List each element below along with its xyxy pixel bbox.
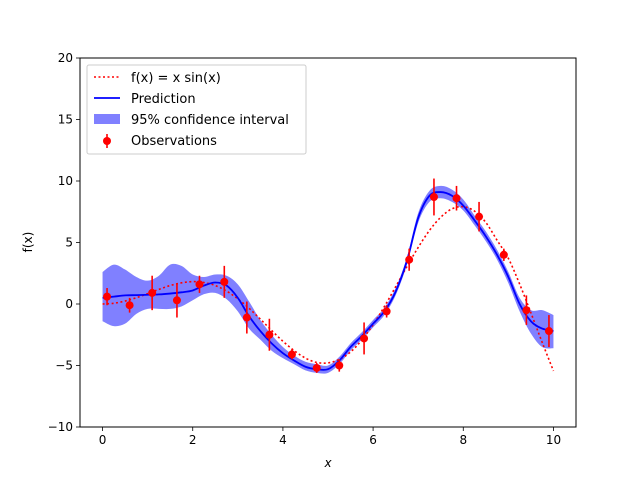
- observation-marker: [335, 361, 344, 370]
- y-tick-label: 20: [58, 51, 73, 65]
- legend-observations-marker: [103, 137, 111, 145]
- observation-point: [265, 318, 274, 351]
- y-tick-label: 5: [65, 236, 73, 250]
- observation-point: [452, 185, 461, 211]
- legend-confidence-label: 95% confidence interval: [131, 113, 289, 128]
- x-tick-label: 2: [189, 433, 197, 447]
- x-tick-label: 8: [459, 433, 467, 447]
- observation-point: [148, 275, 157, 311]
- observation-marker: [103, 292, 112, 301]
- observation-marker: [452, 194, 461, 203]
- observation-marker: [475, 212, 484, 221]
- legend-box: [86, 64, 307, 155]
- y-tick-label: −10: [48, 420, 73, 434]
- legend-confidence-swatch: [94, 114, 120, 124]
- x-tick-label: 10: [546, 433, 561, 447]
- x-tick-label: 4: [279, 433, 287, 447]
- observation-marker: [287, 350, 296, 359]
- observation-marker: [312, 363, 321, 372]
- observation-marker: [125, 301, 134, 310]
- observation-marker: [522, 306, 531, 315]
- confidence-interval-band: [102, 185, 554, 374]
- observation-marker: [544, 327, 553, 336]
- observation-point: [335, 359, 344, 372]
- observation-point: [172, 283, 181, 318]
- observation-point: [522, 295, 531, 325]
- observation-point: [475, 201, 484, 232]
- legend: f(x) = x sin(x) Prediction 95% confidenc…: [86, 64, 307, 155]
- observation-point: [499, 248, 508, 261]
- prediction-line: [102, 191, 554, 371]
- x-axis-label: x: [323, 456, 332, 470]
- observation-marker: [405, 255, 414, 264]
- observation-marker: [265, 330, 274, 339]
- observation-point: [360, 322, 369, 355]
- observation-point: [312, 363, 321, 373]
- observation-marker: [195, 280, 204, 289]
- axis-ticks: 0 2 4 6 8 10 −10 −5 0 5 10 15 20: [48, 51, 561, 447]
- plot-area: [102, 178, 555, 374]
- observation-marker: [429, 192, 438, 201]
- observation-point: [242, 301, 251, 334]
- y-axis-label: f(x): [21, 232, 35, 253]
- legend-prediction-label: Prediction: [131, 92, 196, 107]
- observation-marker: [360, 334, 369, 343]
- y-tick-label: −5: [55, 359, 73, 373]
- y-tick-label: 10: [58, 174, 73, 188]
- observation-marker: [220, 277, 229, 286]
- observation-point: [125, 297, 134, 313]
- observation-marker: [172, 296, 181, 305]
- observation-marker: [499, 250, 508, 259]
- observation-marker: [148, 288, 157, 297]
- x-tick-label: 6: [369, 433, 377, 447]
- observation-point: [103, 288, 112, 306]
- observation-point: [382, 305, 391, 318]
- observation-point: [287, 349, 296, 360]
- observation-point: [405, 248, 414, 271]
- legend-function-label: f(x) = x sin(x): [131, 71, 221, 86]
- observation-point: [544, 315, 553, 348]
- observation-marker: [242, 313, 251, 322]
- y-tick-label: 15: [58, 113, 73, 127]
- observation-marker: [382, 307, 391, 316]
- observation-point: [429, 178, 438, 216]
- observation-point: [220, 265, 229, 298]
- observation-point: [195, 275, 204, 293]
- y-tick-label: 0: [65, 297, 73, 311]
- x-tick-label: 0: [99, 433, 107, 447]
- legend-observations-label: Observations: [131, 134, 217, 149]
